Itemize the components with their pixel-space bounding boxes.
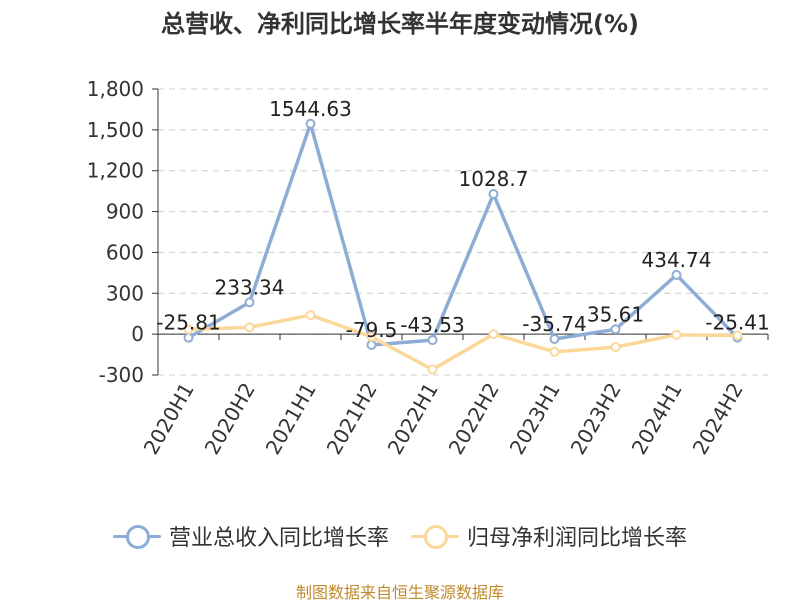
y-tick-label: 1,200 — [87, 159, 144, 183]
data-label: 1544.63 — [269, 97, 352, 121]
data-point — [366, 331, 377, 342]
data-point — [488, 189, 499, 200]
data-point — [183, 324, 194, 335]
source-note: 制图数据来自恒生聚源数据库 — [295, 583, 504, 602]
data-point — [427, 335, 438, 346]
legend-item-revenue-growth[interactable]: 营业总收入同比增长率 — [112, 520, 389, 552]
y-tick-label: -300 — [99, 363, 144, 387]
legend-label-revenue-growth: 营业总收入同比增长率 — [168, 526, 389, 551]
data-point — [305, 310, 316, 321]
data-label: 233.34 — [215, 275, 285, 299]
data-point — [427, 364, 438, 375]
data-label: 35.61 — [587, 302, 644, 326]
data-label: 1028.7 — [459, 167, 529, 191]
data-point — [488, 329, 499, 340]
x-tick-label: 2021H1 — [261, 379, 321, 459]
x-tick-label: 2021H2 — [322, 379, 382, 459]
y-tick-label: 300 — [106, 281, 144, 305]
y-tick-label: 0 — [131, 322, 144, 346]
data-point — [305, 118, 316, 129]
data-label: -43.53 — [400, 313, 464, 337]
legend-label-net-profit-growth: 归母净利润同比增长率 — [467, 526, 688, 551]
y-tick-label: 1,500 — [87, 118, 144, 142]
x-tick-label: 2023H2 — [566, 379, 626, 459]
y-tick-label: 1,800 — [87, 77, 144, 101]
data-point — [671, 329, 682, 340]
series-line-1 — [186, 313, 740, 372]
data-label: -79.5 — [346, 318, 398, 342]
x-tick-label: 2022H2 — [444, 379, 504, 459]
data-point — [610, 324, 621, 335]
data-point — [610, 342, 621, 353]
legend-item-net-profit-growth[interactable]: 归母净利润同比增长率 — [411, 520, 687, 552]
x-tick-label: 2022H1 — [383, 379, 443, 459]
series-line-0 — [186, 122, 740, 347]
y-tick-label: 600 — [106, 240, 144, 264]
y-tick-label: 900 — [106, 200, 144, 224]
data-point — [549, 334, 560, 345]
x-tick-label: 2024H2 — [688, 379, 748, 459]
data-label: -25.81 — [156, 311, 220, 335]
x-tick-label: 2020H2 — [200, 379, 260, 459]
data-point — [244, 322, 255, 333]
data-point — [183, 332, 194, 343]
legend-marker-net-profit-icon — [411, 524, 459, 549]
data-label: -35.74 — [522, 312, 586, 336]
data-point — [366, 339, 377, 350]
x-tick-label: 2024H1 — [627, 379, 687, 459]
x-tick-label: 2023H1 — [505, 379, 565, 459]
data-point — [549, 346, 560, 357]
legend: 营业总收入同比增长率 归母净利润同比增长率 — [0, 520, 800, 552]
data-label: -25.41 — [705, 311, 769, 335]
data-point — [671, 269, 682, 280]
chart-title: 总营收、净利同比增长率半年度变动情况(%) — [161, 10, 639, 38]
legend-marker-revenue-icon — [112, 524, 161, 549]
data-point — [244, 297, 255, 308]
data-label: 434.74 — [642, 248, 712, 272]
x-tick-label: 2020H1 — [139, 379, 199, 459]
data-point — [732, 330, 743, 341]
